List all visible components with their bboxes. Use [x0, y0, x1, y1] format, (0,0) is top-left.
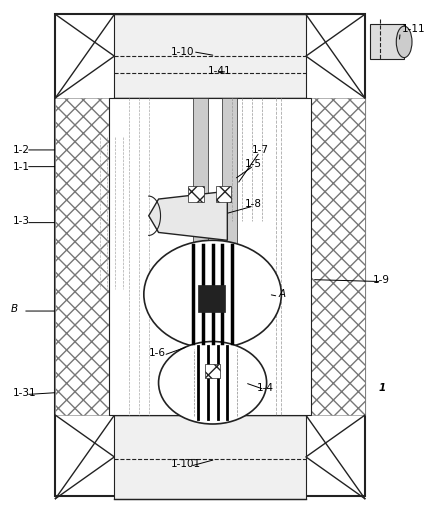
Ellipse shape [395, 26, 411, 58]
Text: 1-5: 1-5 [244, 159, 261, 169]
FancyBboxPatch shape [310, 98, 364, 415]
Text: 1-4: 1-4 [256, 383, 273, 392]
Bar [187, 186, 203, 202]
Bar [109, 98, 310, 415]
Text: 1-1: 1-1 [13, 162, 30, 171]
Bar [204, 364, 220, 378]
Bar [114, 415, 305, 499]
Text: 1-41: 1-41 [207, 66, 231, 76]
Text: A: A [278, 289, 285, 299]
Text: 1-31: 1-31 [13, 388, 37, 398]
Polygon shape [148, 191, 227, 241]
Text: 1: 1 [378, 383, 385, 392]
Text: 1-11: 1-11 [401, 24, 425, 34]
FancyBboxPatch shape [55, 98, 109, 415]
Bar [222, 98, 236, 415]
Text: 1-3: 1-3 [13, 216, 30, 226]
Bar [369, 24, 403, 59]
Text: 1-8: 1-8 [244, 199, 261, 209]
Text: 1-2: 1-2 [13, 145, 30, 155]
Bar [215, 186, 231, 202]
Text: 1-9: 1-9 [372, 274, 389, 285]
Text: B: B [11, 304, 18, 314]
Bar [55, 14, 364, 496]
Text: 1-101: 1-101 [170, 459, 200, 469]
Text: 1-7: 1-7 [251, 145, 268, 155]
Bar [114, 14, 305, 98]
Ellipse shape [158, 341, 266, 424]
Text: 1-10: 1-10 [170, 47, 194, 57]
Ellipse shape [144, 241, 281, 348]
Text: 1-6: 1-6 [148, 348, 166, 358]
Bar [197, 284, 225, 312]
Bar [193, 98, 207, 415]
